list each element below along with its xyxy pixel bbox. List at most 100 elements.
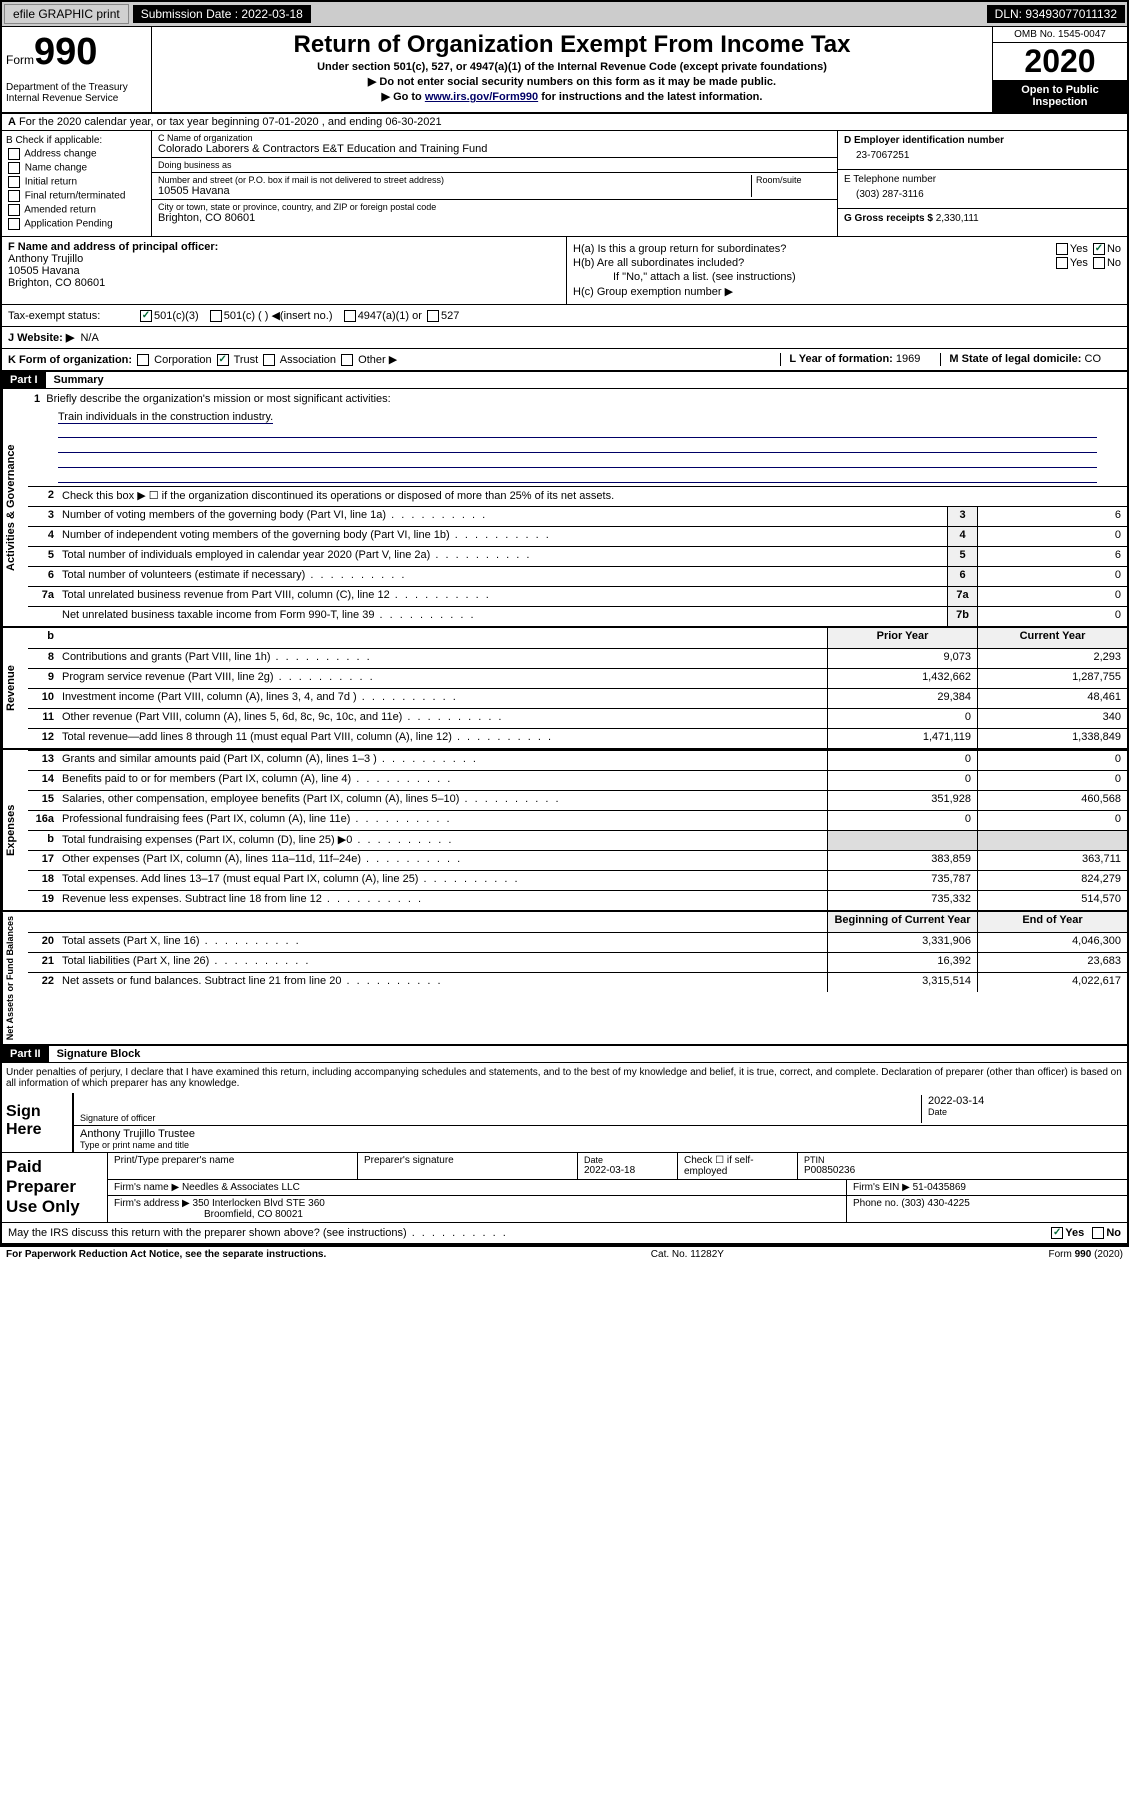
tax-year: 2020 xyxy=(993,43,1127,80)
check-name[interactable] xyxy=(8,162,20,174)
firm-name-label: Firm's name ▶ xyxy=(114,1182,179,1193)
row-curr: 1,287,755 xyxy=(977,669,1127,688)
row-desc: Net assets or fund balances. Subtract li… xyxy=(58,973,827,992)
row-prior: 0 xyxy=(827,709,977,728)
k-assoc[interactable] xyxy=(263,354,275,366)
website-label: J Website: ▶ xyxy=(8,332,74,344)
discuss-yes[interactable] xyxy=(1051,1227,1063,1239)
firm-phone: (303) 430-4225 xyxy=(901,1198,969,1209)
prior-year-header: Prior Year xyxy=(827,628,977,648)
subtitle-2: ▶ Do not enter social security numbers o… xyxy=(156,75,988,88)
vert-governance: Activities & Governance xyxy=(2,389,28,626)
row-curr: 824,279 xyxy=(977,871,1127,890)
row-curr: 23,683 xyxy=(977,953,1127,972)
row-prior: 9,073 xyxy=(827,649,977,668)
q1-label: Briefly describe the organization's miss… xyxy=(46,393,390,405)
part1-header: Part I xyxy=(2,372,46,388)
row-desc: Investment income (Part VIII, column (A)… xyxy=(58,689,827,708)
gov-val: 0 xyxy=(977,527,1127,546)
check-amended[interactable] xyxy=(8,204,20,216)
tax-501c3[interactable] xyxy=(140,310,152,322)
row-curr xyxy=(977,831,1127,850)
addr-label: Number and street (or P.O. box if mail i… xyxy=(158,175,751,185)
org-name: Colorado Laborers & Contractors E&T Educ… xyxy=(158,143,831,155)
row-prior: 0 xyxy=(827,771,977,790)
check-pending[interactable] xyxy=(8,218,20,230)
hb-yes[interactable] xyxy=(1056,257,1068,269)
subtitle-3: ▶ Go to www.irs.gov/Form990 for instruct… xyxy=(156,90,988,103)
hc-label: H(c) Group exemption number ▶ xyxy=(573,285,1121,298)
gov-desc: Total number of individuals employed in … xyxy=(58,547,947,566)
ha-yes[interactable] xyxy=(1056,243,1068,255)
footer-left: For Paperwork Reduction Act Notice, see … xyxy=(6,1249,326,1260)
row-prior: 3,315,514 xyxy=(827,973,977,992)
row-desc: Benefits paid to or for members (Part IX… xyxy=(58,771,827,790)
tel-value: (303) 287-3116 xyxy=(844,185,1121,204)
q2-label: Check this box ▶ ☐ if the organization d… xyxy=(58,487,1127,506)
year-formation: 1969 xyxy=(896,353,920,365)
gov-cn: 6 xyxy=(947,567,977,586)
gov-cn: 3 xyxy=(947,507,977,526)
gov-val: 0 xyxy=(977,587,1127,606)
efile-button[interactable]: efile GRAPHIC print xyxy=(4,4,129,24)
row-desc: Total liabilities (Part X, line 26) xyxy=(58,953,827,972)
tax-527[interactable] xyxy=(427,310,439,322)
row-curr: 460,568 xyxy=(977,791,1127,810)
k-trust[interactable] xyxy=(217,354,229,366)
check-final[interactable] xyxy=(8,190,20,202)
k-other[interactable] xyxy=(341,354,353,366)
officer-addr1: 10505 Havana xyxy=(8,265,560,277)
ein-label: D Employer identification number xyxy=(844,135,1121,146)
row-desc: Contributions and grants (Part VIII, lin… xyxy=(58,649,827,668)
irs-link[interactable]: www.irs.gov/Form990 xyxy=(425,91,538,103)
col-b-checkboxes: B Check if applicable: Address change Na… xyxy=(2,131,152,236)
check-initial[interactable] xyxy=(8,176,20,188)
hb-no[interactable] xyxy=(1093,257,1105,269)
tax-4947[interactable] xyxy=(344,310,356,322)
officer-name: Anthony Trujillo xyxy=(8,253,560,265)
submission-date: Submission Date : 2022-03-18 xyxy=(133,5,311,23)
row-prior: 0 xyxy=(827,751,977,770)
form-number: 990 xyxy=(34,31,97,73)
hb-label: H(b) Are all subordinates included? xyxy=(573,257,744,269)
gov-val: 0 xyxy=(977,567,1127,586)
row-prior: 735,787 xyxy=(827,871,977,890)
tax-label: Tax-exempt status: xyxy=(8,310,138,322)
hb-note: If "No," attach a list. (see instruction… xyxy=(573,271,1121,283)
gov-cn: 7b xyxy=(947,607,977,626)
sig-officer-label: Signature of officer xyxy=(80,1113,921,1123)
gov-cn: 5 xyxy=(947,547,977,566)
row-prior: 735,332 xyxy=(827,891,977,910)
row-curr: 48,461 xyxy=(977,689,1127,708)
website-value: N/A xyxy=(80,332,98,344)
paid-preparer-label: Paid Preparer Use Only xyxy=(2,1153,107,1222)
perjury-text: Under penalties of perjury, I declare th… xyxy=(2,1063,1127,1093)
row-desc: Other expenses (Part IX, column (A), lin… xyxy=(58,851,827,870)
mission-text: Train individuals in the construction in… xyxy=(58,411,273,424)
k-corp[interactable] xyxy=(137,354,149,366)
ha-no[interactable] xyxy=(1093,243,1105,255)
begin-year-header: Beginning of Current Year xyxy=(827,912,977,932)
row-desc: Program service revenue (Part VIII, line… xyxy=(58,669,827,688)
omb-number: OMB No. 1545-0047 xyxy=(993,27,1127,43)
row-curr: 340 xyxy=(977,709,1127,728)
city-value: Brighton, CO 80601 xyxy=(158,212,831,224)
footer-mid: Cat. No. 11282Y xyxy=(651,1249,724,1260)
tax-501c[interactable] xyxy=(210,310,222,322)
row-curr: 0 xyxy=(977,751,1127,770)
discuss-no[interactable] xyxy=(1092,1227,1104,1239)
gov-desc: Net unrelated business taxable income fr… xyxy=(58,607,947,626)
vert-netassets: Net Assets or Fund Balances xyxy=(2,912,28,1044)
date-label: Date xyxy=(928,1107,1121,1117)
k-label: K Form of organization: xyxy=(8,354,132,366)
street-address: 10505 Havana xyxy=(158,185,751,197)
gov-desc: Total unrelated business revenue from Pa… xyxy=(58,587,947,606)
row-desc: Total revenue—add lines 8 through 11 (mu… xyxy=(58,729,827,748)
end-year-header: End of Year xyxy=(977,912,1127,932)
gross-value: 2,330,111 xyxy=(936,213,979,224)
form-header: Form990 Department of the Treasury Inter… xyxy=(2,27,1127,114)
check-address[interactable] xyxy=(8,148,20,160)
prep-sig-label: Preparer's signature xyxy=(358,1153,578,1179)
row-prior: 0 xyxy=(827,811,977,830)
form-label: Form xyxy=(6,53,34,67)
